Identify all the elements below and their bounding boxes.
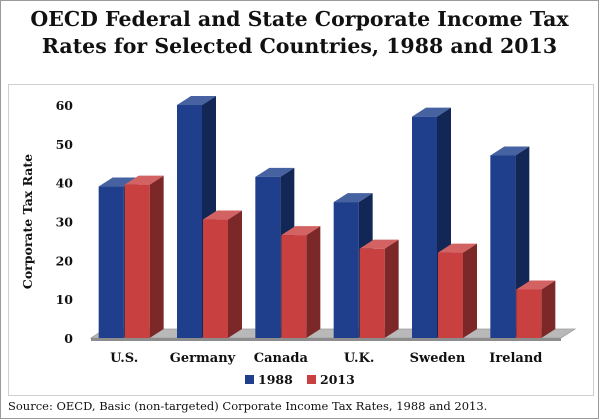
bar-2013 <box>203 219 228 338</box>
bar-1988 <box>333 202 359 338</box>
bar-1988-top <box>177 96 216 105</box>
bar-1988 <box>98 186 124 338</box>
bar-2013 <box>516 289 542 338</box>
x-tick-label: U.S. <box>110 351 138 366</box>
bar-1988-top <box>490 146 530 156</box>
y-tick-label: 40 <box>56 176 74 191</box>
bar-1988 <box>255 176 281 338</box>
y-tick-label: 0 <box>64 331 73 346</box>
bar-2013-top <box>359 239 399 249</box>
legend-swatch-1988 <box>245 375 254 384</box>
bar-2013-side <box>228 210 242 338</box>
chart-title: OECD Federal and State Corporate Income … <box>0 6 599 60</box>
x-tick-label: Ireland <box>489 351 542 366</box>
y-tick-label: 60 <box>56 98 74 113</box>
x-tick-label: Sweden <box>410 351 466 366</box>
chart-floor-edge <box>91 338 561 341</box>
bar-2013 <box>281 235 307 338</box>
bar-2013-side <box>463 243 477 338</box>
chart-title-line-1: OECD Federal and State Corporate Income … <box>30 7 569 31</box>
legend-label-2013: 2013 <box>320 372 355 387</box>
bar-chart: 0 10 20 30 40 50 60 Corporate Tax Rate U.S. Germa… <box>20 96 577 387</box>
bar-1988-top <box>412 107 451 117</box>
bar-2013-top <box>438 243 477 253</box>
bar-2013-top <box>281 226 321 236</box>
x-tick-label: U.K. <box>344 351 375 366</box>
bar-2013 <box>124 184 150 338</box>
chart-title-line-2: Rates for Selected Countries, 1988 and 2… <box>41 34 558 58</box>
plot-area: 0 10 20 30 40 50 60 Corporate Tax Rate U.S. Germa… <box>8 84 594 396</box>
bar-1988 <box>490 155 516 338</box>
bar-2013-top <box>516 280 556 290</box>
legend-label-1988: 1988 <box>258 372 293 387</box>
bar-1988 <box>412 116 437 339</box>
bar-1988-top <box>333 193 373 203</box>
y-tick-label: 50 <box>56 137 74 152</box>
x-tick-label: Germany <box>170 351 236 366</box>
bar-1988 <box>177 105 202 338</box>
y-tick-label: 30 <box>56 215 74 230</box>
bar-2013-side <box>306 226 321 338</box>
y-tick-label: 10 <box>56 292 74 307</box>
legend-swatch-2013 <box>307 375 316 384</box>
source-note: Source: OECD, Basic (non-targeted) Corpo… <box>8 399 488 413</box>
x-tick-label: Canada <box>254 351 309 366</box>
bar-2013-side <box>541 280 556 338</box>
y-axis-label: Corporate Tax Rate <box>20 154 35 289</box>
bar-2013-top <box>124 175 164 185</box>
bar-2013-top <box>203 210 242 220</box>
bar-1988-top <box>98 177 138 187</box>
bar-2013-side <box>149 175 164 338</box>
bar-1988-top <box>255 167 295 177</box>
y-tick-label: 20 <box>56 253 74 268</box>
bar-2013 <box>359 248 385 338</box>
bar-2013 <box>438 252 463 338</box>
bar-2013-side <box>384 239 399 338</box>
